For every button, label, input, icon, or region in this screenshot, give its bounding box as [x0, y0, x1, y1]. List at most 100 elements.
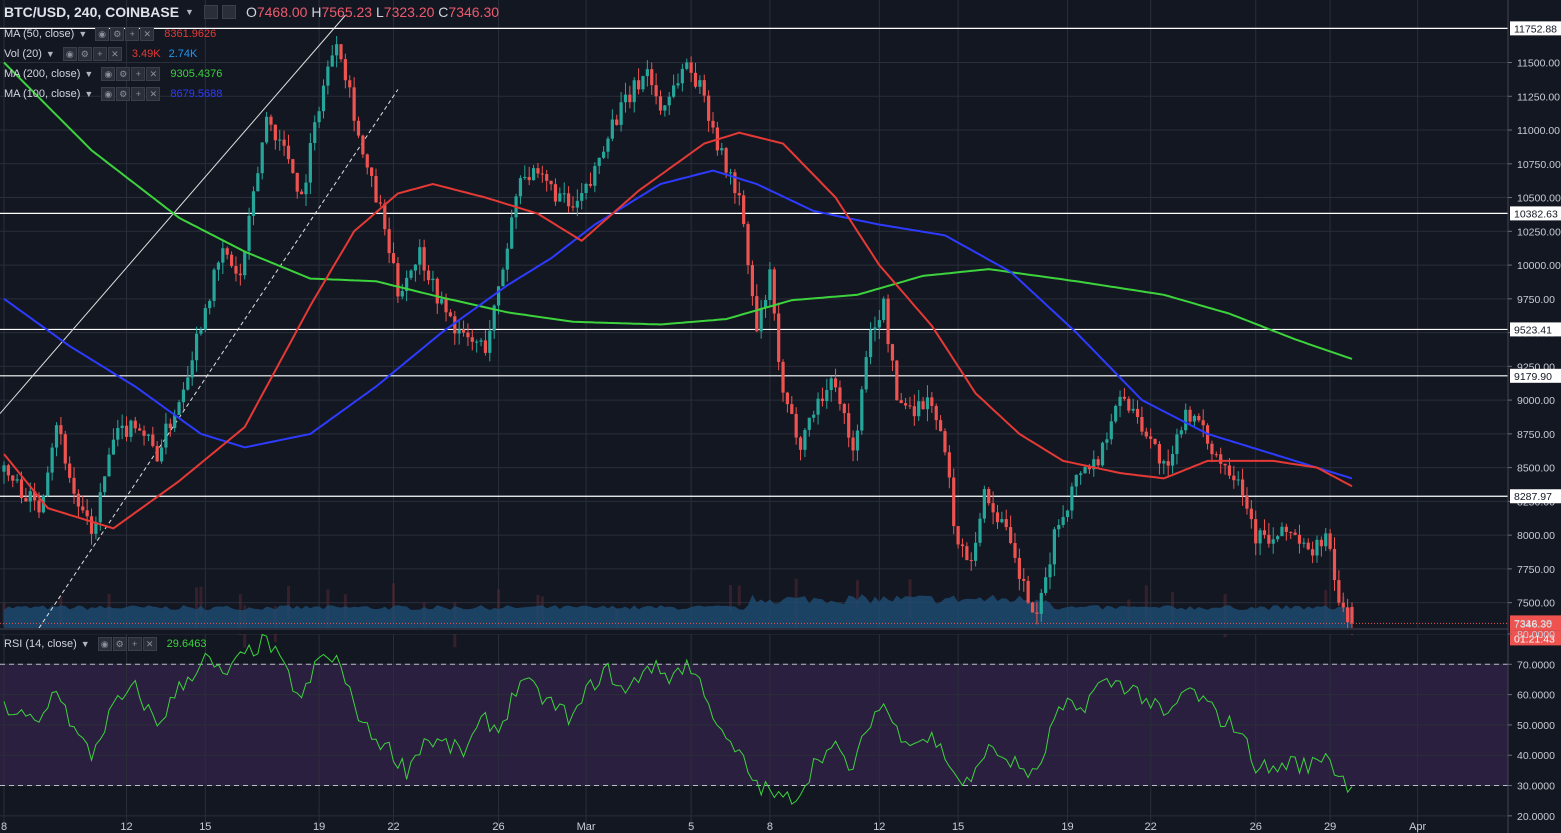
eye-icon[interactable]: ◉ — [62, 47, 77, 61]
y-tick-label: 8750.00 — [1517, 429, 1555, 441]
time-axis[interactable]: 8 12 15 19 22 26 Mar 5 8 12 15 19 22 26 29 Apr — [1, 821, 1427, 833]
candle — [6, 465, 10, 476]
candle — [1131, 408, 1135, 411]
chevron-down-icon[interactable]: ▼ — [84, 89, 94, 99]
y-tick-label: 9750.00 — [1517, 294, 1555, 306]
candle — [873, 327, 877, 330]
candle — [475, 341, 479, 343]
candle — [794, 413, 798, 438]
volume-bar — [392, 583, 396, 623]
chevron-down-icon[interactable]: ▼ — [185, 7, 194, 17]
close-icon[interactable]: ✕ — [107, 47, 122, 61]
plus-icon[interactable]: + — [125, 27, 140, 41]
candle — [895, 360, 899, 401]
x-tick-label: 22 — [1145, 821, 1157, 833]
trend-line-dashed[interactable] — [38, 89, 399, 629]
price-axis[interactable]: 7500.007750.008000.008250.008500.008750.… — [1508, 21, 1561, 646]
candle — [1249, 508, 1253, 520]
close-icon[interactable]: ✕ — [140, 27, 155, 41]
candle — [383, 203, 387, 230]
candle — [1100, 442, 1105, 466]
rsi-tick-label: 60.0000 — [1517, 690, 1555, 702]
candle — [890, 344, 895, 361]
candle — [1306, 542, 1310, 550]
candle — [1035, 612, 1039, 614]
candle — [89, 516, 94, 534]
candles[interactable] — [2, 36, 1354, 635]
legend-ma100[interactable]: MA (100, close) ▼ ◉ ⚙ + ✕ 8679.5688 — [4, 87, 222, 101]
candle — [847, 413, 851, 438]
gear-icon[interactable]: ⚙ — [110, 27, 125, 41]
chevron-down-icon[interactable]: ▼ — [78, 29, 88, 39]
legend-volume[interactable]: Vol (20) ▼ ◉ ⚙ + ✕ 3.49K 2.74K — [4, 47, 197, 61]
candle — [54, 425, 59, 448]
legend-name: RSI (14, close) — [4, 638, 77, 650]
plus-icon[interactable]: + — [131, 67, 146, 81]
x-tick-label: 5 — [688, 821, 694, 833]
candle — [785, 392, 790, 405]
candle — [877, 320, 881, 328]
candle — [422, 247, 426, 271]
gear-icon[interactable]: ⚙ — [112, 637, 127, 651]
candle — [378, 202, 382, 204]
gear-icon[interactable]: ⚙ — [77, 47, 92, 61]
candle — [1057, 525, 1061, 530]
candle — [1289, 531, 1293, 533]
trend-line[interactable] — [0, 14, 346, 414]
candle — [133, 420, 137, 429]
symbol-title[interactable]: BTC/USD, 240, COINBASE — [4, 4, 180, 20]
candle — [295, 172, 299, 192]
eye-icon[interactable]: ◉ — [97, 637, 112, 651]
legend-ma200[interactable]: MA (200, close) ▼ ◉ ⚙ + ✕ 9305.4376 — [4, 67, 222, 81]
eye-icon[interactable]: ◉ — [101, 67, 116, 81]
volume-bar — [286, 586, 290, 620]
settings-icon[interactable] — [203, 5, 218, 19]
close-icon[interactable]: ✕ — [146, 87, 161, 101]
candle — [886, 298, 890, 345]
candle — [37, 500, 41, 513]
close-key: C — [438, 4, 449, 20]
candle — [409, 270, 413, 278]
legend-ma50[interactable]: MA (50, close) ▼ ◉ ⚙ + ✕ 8361.9626 — [4, 27, 216, 41]
candle — [1293, 532, 1297, 535]
gear-icon[interactable]: ⚙ — [116, 87, 131, 101]
candle — [483, 340, 488, 353]
candle — [330, 55, 334, 67]
candle — [1092, 459, 1096, 470]
plus-icon[interactable]: + — [131, 87, 146, 101]
candle — [588, 183, 593, 186]
rsi-axis[interactable]: 20.0000 30.0000 40.0000 50.0000 60.0000 70.00… — [1508, 629, 1555, 823]
close-icon[interactable]: ✕ — [146, 67, 161, 81]
chevron-down-icon[interactable]: ▼ — [84, 69, 94, 79]
plus-icon[interactable]: + — [92, 47, 107, 61]
candle — [733, 172, 737, 194]
candle — [356, 120, 361, 136]
eye-icon[interactable]: ◉ — [101, 87, 116, 101]
legend-rsi[interactable]: RSI (14, close) ▼ ◉ ⚙ + ✕ 29.6463 — [4, 637, 206, 651]
eye-icon[interactable]: ◉ — [95, 27, 110, 41]
volume-bar — [855, 580, 859, 609]
candle — [470, 337, 474, 342]
header-buttons — [203, 5, 236, 19]
candle — [273, 124, 277, 141]
gear-icon[interactable] — [221, 5, 236, 19]
chevron-down-icon[interactable]: ▼ — [80, 639, 90, 649]
close-icon[interactable]: ✕ — [142, 637, 157, 651]
low-value: 7323.20 — [383, 4, 435, 20]
gear-icon[interactable]: ⚙ — [116, 67, 131, 81]
candle — [365, 154, 369, 168]
chevron-down-icon[interactable]: ▼ — [45, 49, 55, 59]
candle — [676, 83, 680, 86]
plus-icon[interactable]: + — [127, 637, 142, 651]
legend-value: 29.6463 — [166, 638, 207, 650]
low-key: L — [375, 4, 384, 20]
candle — [536, 168, 540, 174]
legend-name: MA (100, close) — [4, 88, 81, 100]
candle — [1275, 536, 1280, 540]
candle — [960, 544, 965, 547]
candle — [654, 85, 658, 97]
candle — [549, 180, 553, 185]
candle — [882, 298, 886, 321]
candle — [1179, 430, 1183, 435]
